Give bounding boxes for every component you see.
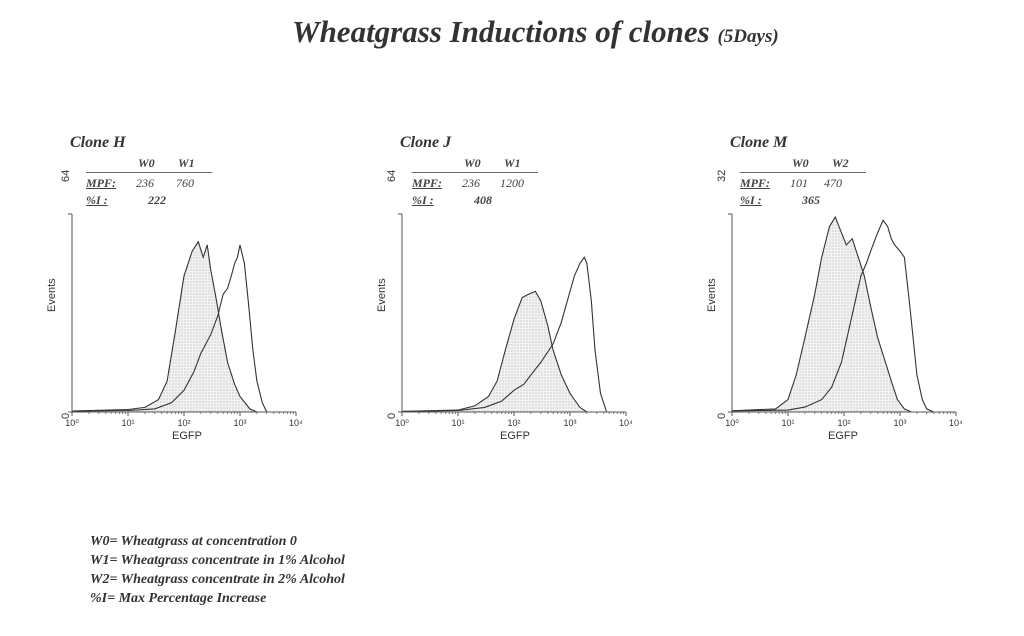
chart-panel-clone-j: Clone J W0 W1 MPF: 236 1200 %I : 408 64 … [370, 134, 670, 454]
stats-i-value: 222 [148, 193, 166, 207]
stats-i-label: %I : [412, 193, 434, 207]
series-line-w1 [401, 256, 608, 413]
series-line-w0 [401, 290, 588, 413]
stats-i-value: 365 [802, 193, 820, 207]
legend-item: W0= Wheatgrass at concentration 0 [90, 534, 297, 549]
stats-i-label: %I : [86, 193, 108, 207]
stats-mpf-1: 470 [824, 176, 842, 190]
x-tick-label: 10³ [893, 418, 906, 428]
stats-table: W0 W2 MPF: 101 470 %I : 365 [740, 156, 870, 216]
series-line-w2 [731, 219, 934, 413]
series-area-w0 [402, 291, 587, 412]
stats-col-1: W2 [832, 156, 849, 170]
histogram-plot: 10⁰ 10¹ 10² 10³ 10⁴ [395, 213, 633, 428]
histogram-plot: 10⁰ 10¹ 10² 10³ 10⁴ [65, 213, 303, 428]
stats-mpf-0: 101 [790, 176, 808, 190]
x-axis-label: EGFP [828, 430, 858, 442]
x-tick-label: 10¹ [121, 418, 134, 428]
chart-title: Clone J [400, 134, 452, 151]
stats-col-1: W1 [504, 156, 521, 170]
series-line-w0 [731, 215, 912, 413]
legend-item: W1= Wheatgrass concentrate in 1% Alcohol [90, 553, 345, 568]
chart-panel-clone-m: Clone M W0 W2 MPF: 101 470 %I : 365 32 0… [700, 134, 1000, 454]
stats-mpf-0: 236 [462, 176, 480, 190]
x-tick-label: 10² [837, 418, 850, 428]
stats-col-0: W0 [464, 156, 481, 170]
x-tick-label: 10⁴ [949, 418, 963, 428]
stats-mpf-1: 1200 [500, 176, 524, 190]
x-tick-label: 10⁰ [725, 418, 739, 428]
x-tick-label: 10⁴ [289, 418, 303, 428]
stats-rule [740, 172, 866, 173]
x-tick-label: 10¹ [781, 418, 794, 428]
series-area-w0 [732, 217, 912, 412]
stats-rule [412, 172, 538, 173]
legend: W0= Wheatgrass at concentration 0 W1= Wh… [90, 532, 345, 608]
x-tick-label: 10⁰ [65, 418, 79, 428]
x-tick-label: 10² [507, 418, 520, 428]
legend-item: %I= Max Percentage Increase [90, 591, 267, 606]
stats-rule [86, 172, 212, 173]
stats-mpf-label: MPF: [740, 176, 770, 190]
series-area-w0 [72, 241, 257, 412]
x-tick-label: 10⁰ [395, 418, 409, 428]
stats-i-value: 408 [474, 193, 492, 207]
stats-table: W0 W1 MPF: 236 760 %I : 222 [86, 156, 216, 216]
stats-col-0: W0 [138, 156, 155, 170]
stats-mpf-1: 760 [176, 176, 194, 190]
x-tick-label: 10¹ [451, 418, 464, 428]
series-line-w0 [71, 240, 258, 413]
x-axis-label: EGFP [500, 430, 530, 442]
x-tick-label: 10³ [563, 418, 576, 428]
stats-col-1: W1 [178, 156, 195, 170]
page-title: Wheatgrass Inductions of clones (5Days) [292, 14, 852, 50]
x-tick-label: 10⁴ [619, 418, 633, 428]
stats-table: W0 W1 MPF: 236 1200 %I : 408 [412, 156, 542, 216]
chart-panel-clone-h: Clone H W0 W1 MPF: 236 760 %I : 222 64 0… [40, 134, 340, 454]
chart-title: Clone M [730, 134, 788, 151]
legend-item: W2= Wheatgrass concentrate in 2% Alcohol [90, 572, 345, 587]
stats-mpf-0: 236 [136, 176, 154, 190]
chart-title: Clone H [70, 134, 126, 151]
title-main: Wheatgrass Inductions of clones [292, 14, 710, 49]
series-line-w1 [71, 244, 268, 413]
stats-mpf-label: MPF: [86, 176, 116, 190]
stats-col-0: W0 [792, 156, 809, 170]
histogram-plot: 10⁰ 10¹ 10² 10³ 10⁴ [725, 213, 963, 428]
x-tick-label: 10² [177, 418, 190, 428]
title-sub: (5Days) [717, 26, 779, 47]
x-tick-label: 10³ [233, 418, 246, 428]
stats-mpf-label: MPF: [412, 176, 442, 190]
stats-i-label: %I : [740, 193, 762, 207]
x-axis-label: EGFP [172, 430, 202, 442]
